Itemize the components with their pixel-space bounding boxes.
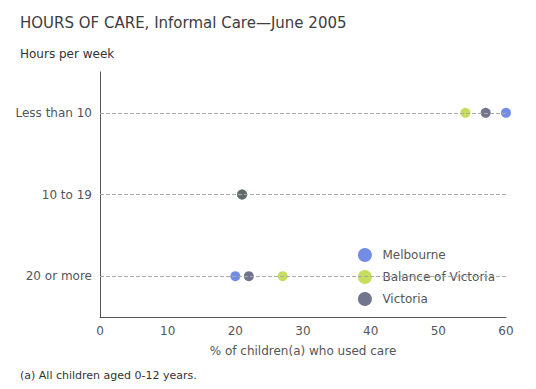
svg-text:10: 10 [160, 324, 175, 338]
svg-text:Less than 10: Less than 10 [15, 106, 92, 120]
svg-text:HOURS OF CARE, Informal Care—J: HOURS OF CARE, Informal Care—June 2005 [20, 14, 347, 32]
svg-text:Melbourne: Melbourne [382, 248, 445, 262]
svg-text:20: 20 [228, 324, 243, 338]
svg-text:10 to 19: 10 to 19 [42, 188, 92, 202]
svg-text:20 or more: 20 or more [26, 269, 92, 283]
svg-text:Balance of Victoria: Balance of Victoria [382, 270, 495, 284]
svg-text:(a) All children aged 0-12 yea: (a) All children aged 0-12 years. [20, 369, 197, 382]
svg-text:60: 60 [498, 324, 513, 338]
svg-text:50: 50 [431, 324, 446, 338]
svg-text:Hours per week: Hours per week [20, 47, 114, 61]
svg-text:Victoria: Victoria [382, 292, 428, 306]
svg-text:40: 40 [363, 324, 378, 338]
svg-text:0: 0 [96, 324, 104, 338]
svg-text:% of children(a) who used care: % of children(a) who used care [210, 344, 397, 358]
svg-text:30: 30 [295, 324, 310, 338]
